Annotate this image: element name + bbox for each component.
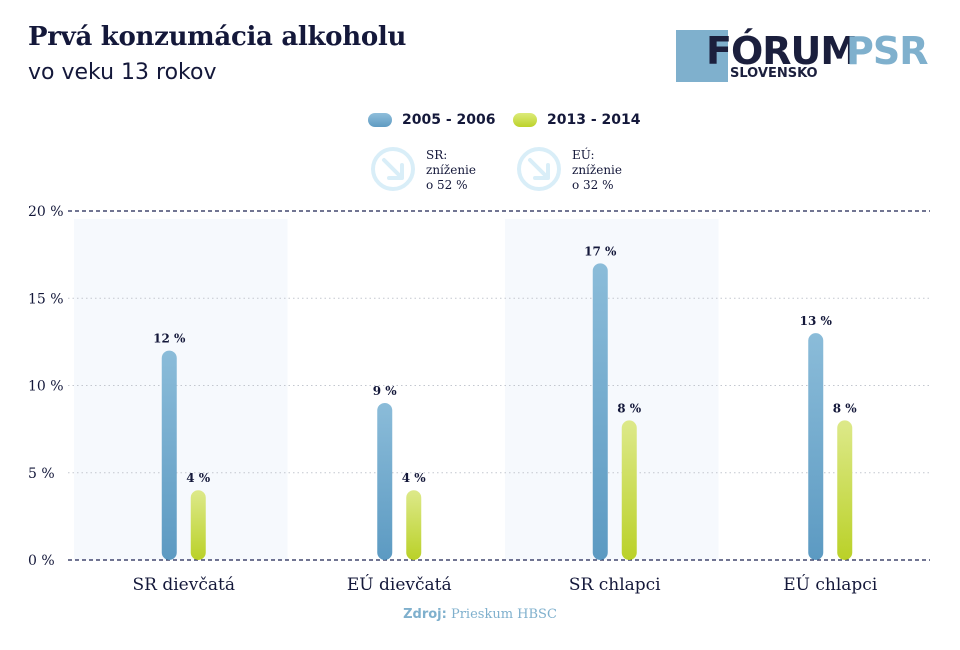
data-label: 17 % (584, 244, 617, 258)
bar-series-1 (377, 402, 393, 560)
category-background (505, 219, 719, 560)
y-tick-label: 15 % (28, 291, 64, 307)
x-category-label: EÚ dievčatá (347, 574, 452, 595)
source-label: Zdroj: (403, 607, 447, 622)
legend-item-series-1: 2005 - 2006 (368, 110, 496, 130)
note-eu-text: EÚ: zníženie o 32 % (572, 148, 622, 192)
bar-chart: 0 % 5 % 10 % 15 % 20 % 12 % 4 % SR dievčatá 9 %… (28, 204, 930, 595)
x-category-label: EÚ chlapci (783, 574, 878, 595)
bar-series-2 (406, 490, 422, 560)
legend-swatch-series-2 (513, 113, 537, 127)
source-text: Prieskum HBSC (450, 607, 557, 622)
legend-label-series-1: 2005 - 2006 (402, 112, 496, 128)
y-tick-label: 0 % (28, 553, 55, 569)
data-label: 4 % (186, 471, 211, 485)
data-label: 13 % (800, 314, 833, 328)
data-label: 9 % (373, 384, 398, 398)
data-label: 12 % (153, 332, 186, 346)
chart-title: Prvá konzumácia alkoholu (28, 22, 407, 52)
y-tick-label: 5 % (28, 466, 55, 482)
legend-label-series-2: 2013 - 2014 (547, 112, 641, 128)
data-label: 8 % (833, 401, 858, 415)
y-tick-label: 20 % (28, 204, 64, 220)
bar-series-1 (161, 350, 177, 560)
legend-swatch-series-1 (368, 113, 392, 127)
logo-square (676, 30, 728, 82)
x-category-label: SR chlapci (569, 575, 661, 595)
y-tick-label: 10 % (28, 379, 64, 395)
logo-main-text: FÓRUM (706, 29, 858, 73)
legend-item-series-2: 2013 - 2014 (513, 110, 641, 130)
arrow-down-right-icon (371, 147, 415, 191)
bar-series-2 (837, 420, 853, 560)
arrow-down-right-icon (517, 147, 561, 191)
data-label: 4 % (402, 471, 427, 485)
logo-sub-text: SLOVENSKO (730, 66, 818, 81)
x-category-label: SR dievčatá (133, 575, 235, 595)
bar-series-2 (621, 420, 637, 560)
data-label: 8 % (617, 401, 642, 415)
category-background (74, 219, 288, 560)
bar-series-2 (190, 490, 206, 560)
bar-series-1 (592, 263, 608, 560)
forum-psr-logo: FÓRUM PSR SLOVENSKO (676, 30, 932, 82)
source-note: Zdroj: Prieskum HBSC (0, 607, 960, 622)
chart-subtitle: vo veku 13 rokov (28, 60, 217, 85)
bar-series-1 (808, 333, 824, 560)
logo-accent-text: PSR (846, 29, 928, 73)
note-sr-text: SR: zníženie o 52 % (426, 148, 476, 192)
